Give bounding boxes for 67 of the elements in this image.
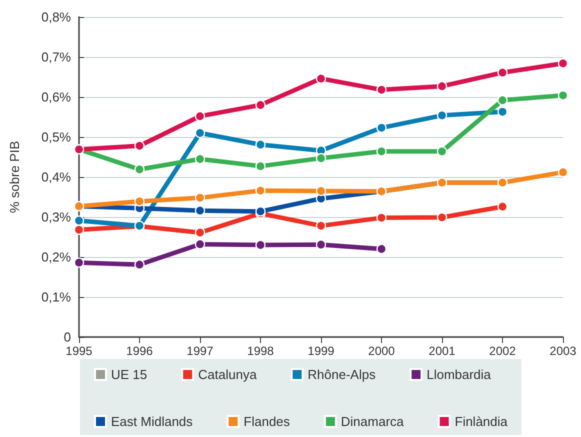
y-tick-label: 0,3% bbox=[41, 210, 72, 224]
point bbox=[376, 122, 387, 133]
point bbox=[497, 202, 508, 212]
point bbox=[134, 164, 145, 174]
point bbox=[376, 212, 387, 223]
point bbox=[316, 220, 326, 231]
point bbox=[436, 146, 448, 156]
x-tick-label: 2002 bbox=[489, 344, 516, 358]
x-tick-label: 2001 bbox=[428, 344, 456, 358]
y-tick-label: 0,1% bbox=[41, 290, 72, 304]
point bbox=[194, 206, 206, 216]
point bbox=[436, 110, 448, 120]
legend-label: UE 15 bbox=[111, 367, 148, 382]
x-tick-label: 1996 bbox=[126, 344, 154, 358]
x-tick-label: 2003 bbox=[550, 344, 577, 358]
x-tick-label: 1997 bbox=[186, 344, 214, 358]
point bbox=[194, 239, 206, 250]
legend-label: Flandes bbox=[244, 414, 290, 429]
point bbox=[255, 100, 266, 110]
legend-label: Rhône-Alps bbox=[308, 367, 376, 382]
point bbox=[376, 146, 387, 156]
point bbox=[255, 186, 266, 196]
point bbox=[255, 140, 266, 150]
point bbox=[134, 196, 145, 206]
point bbox=[194, 128, 206, 138]
point bbox=[194, 111, 206, 122]
point bbox=[558, 167, 568, 178]
legend-label: Dinamarca bbox=[340, 414, 405, 429]
point bbox=[134, 140, 145, 151]
point bbox=[255, 161, 266, 172]
x-tick-label: 2000 bbox=[368, 344, 396, 358]
x-tick-label: 1998 bbox=[247, 344, 274, 358]
point bbox=[436, 212, 448, 222]
legend-label: East Midlands bbox=[111, 414, 194, 429]
point bbox=[497, 106, 508, 117]
point bbox=[194, 154, 206, 164]
point bbox=[74, 258, 84, 268]
y-tick-label: 0,7% bbox=[41, 50, 72, 64]
point bbox=[558, 90, 568, 100]
point bbox=[316, 186, 326, 196]
point bbox=[316, 153, 326, 164]
point bbox=[74, 216, 84, 226]
legend-label: Llombardia bbox=[426, 367, 492, 382]
y-tick-label: 0,5% bbox=[41, 130, 72, 144]
y-tick-label: 0,2% bbox=[41, 250, 72, 264]
point bbox=[497, 68, 508, 78]
legend-label: Catalunya bbox=[198, 367, 258, 382]
point bbox=[436, 81, 448, 92]
x-tick-label: 1995 bbox=[66, 344, 93, 358]
point bbox=[558, 58, 568, 68]
point bbox=[255, 240, 266, 250]
point bbox=[316, 74, 326, 84]
point bbox=[194, 192, 206, 203]
y-tick-label: 0,8% bbox=[41, 10, 72, 24]
point bbox=[74, 224, 84, 235]
point bbox=[376, 244, 387, 254]
point bbox=[316, 240, 326, 250]
y-tick-label: 0,4% bbox=[41, 170, 72, 184]
point bbox=[194, 228, 206, 238]
legend-label: Finlàndia bbox=[454, 414, 508, 429]
point bbox=[376, 84, 387, 95]
y-axis-title: % sobre PIB bbox=[7, 140, 22, 214]
point bbox=[134, 260, 145, 270]
y-tick-label: 0 bbox=[64, 330, 71, 344]
x-tick-label: 1999 bbox=[308, 344, 335, 358]
y-tick-label: 0,6% bbox=[41, 90, 72, 104]
point bbox=[497, 95, 508, 106]
